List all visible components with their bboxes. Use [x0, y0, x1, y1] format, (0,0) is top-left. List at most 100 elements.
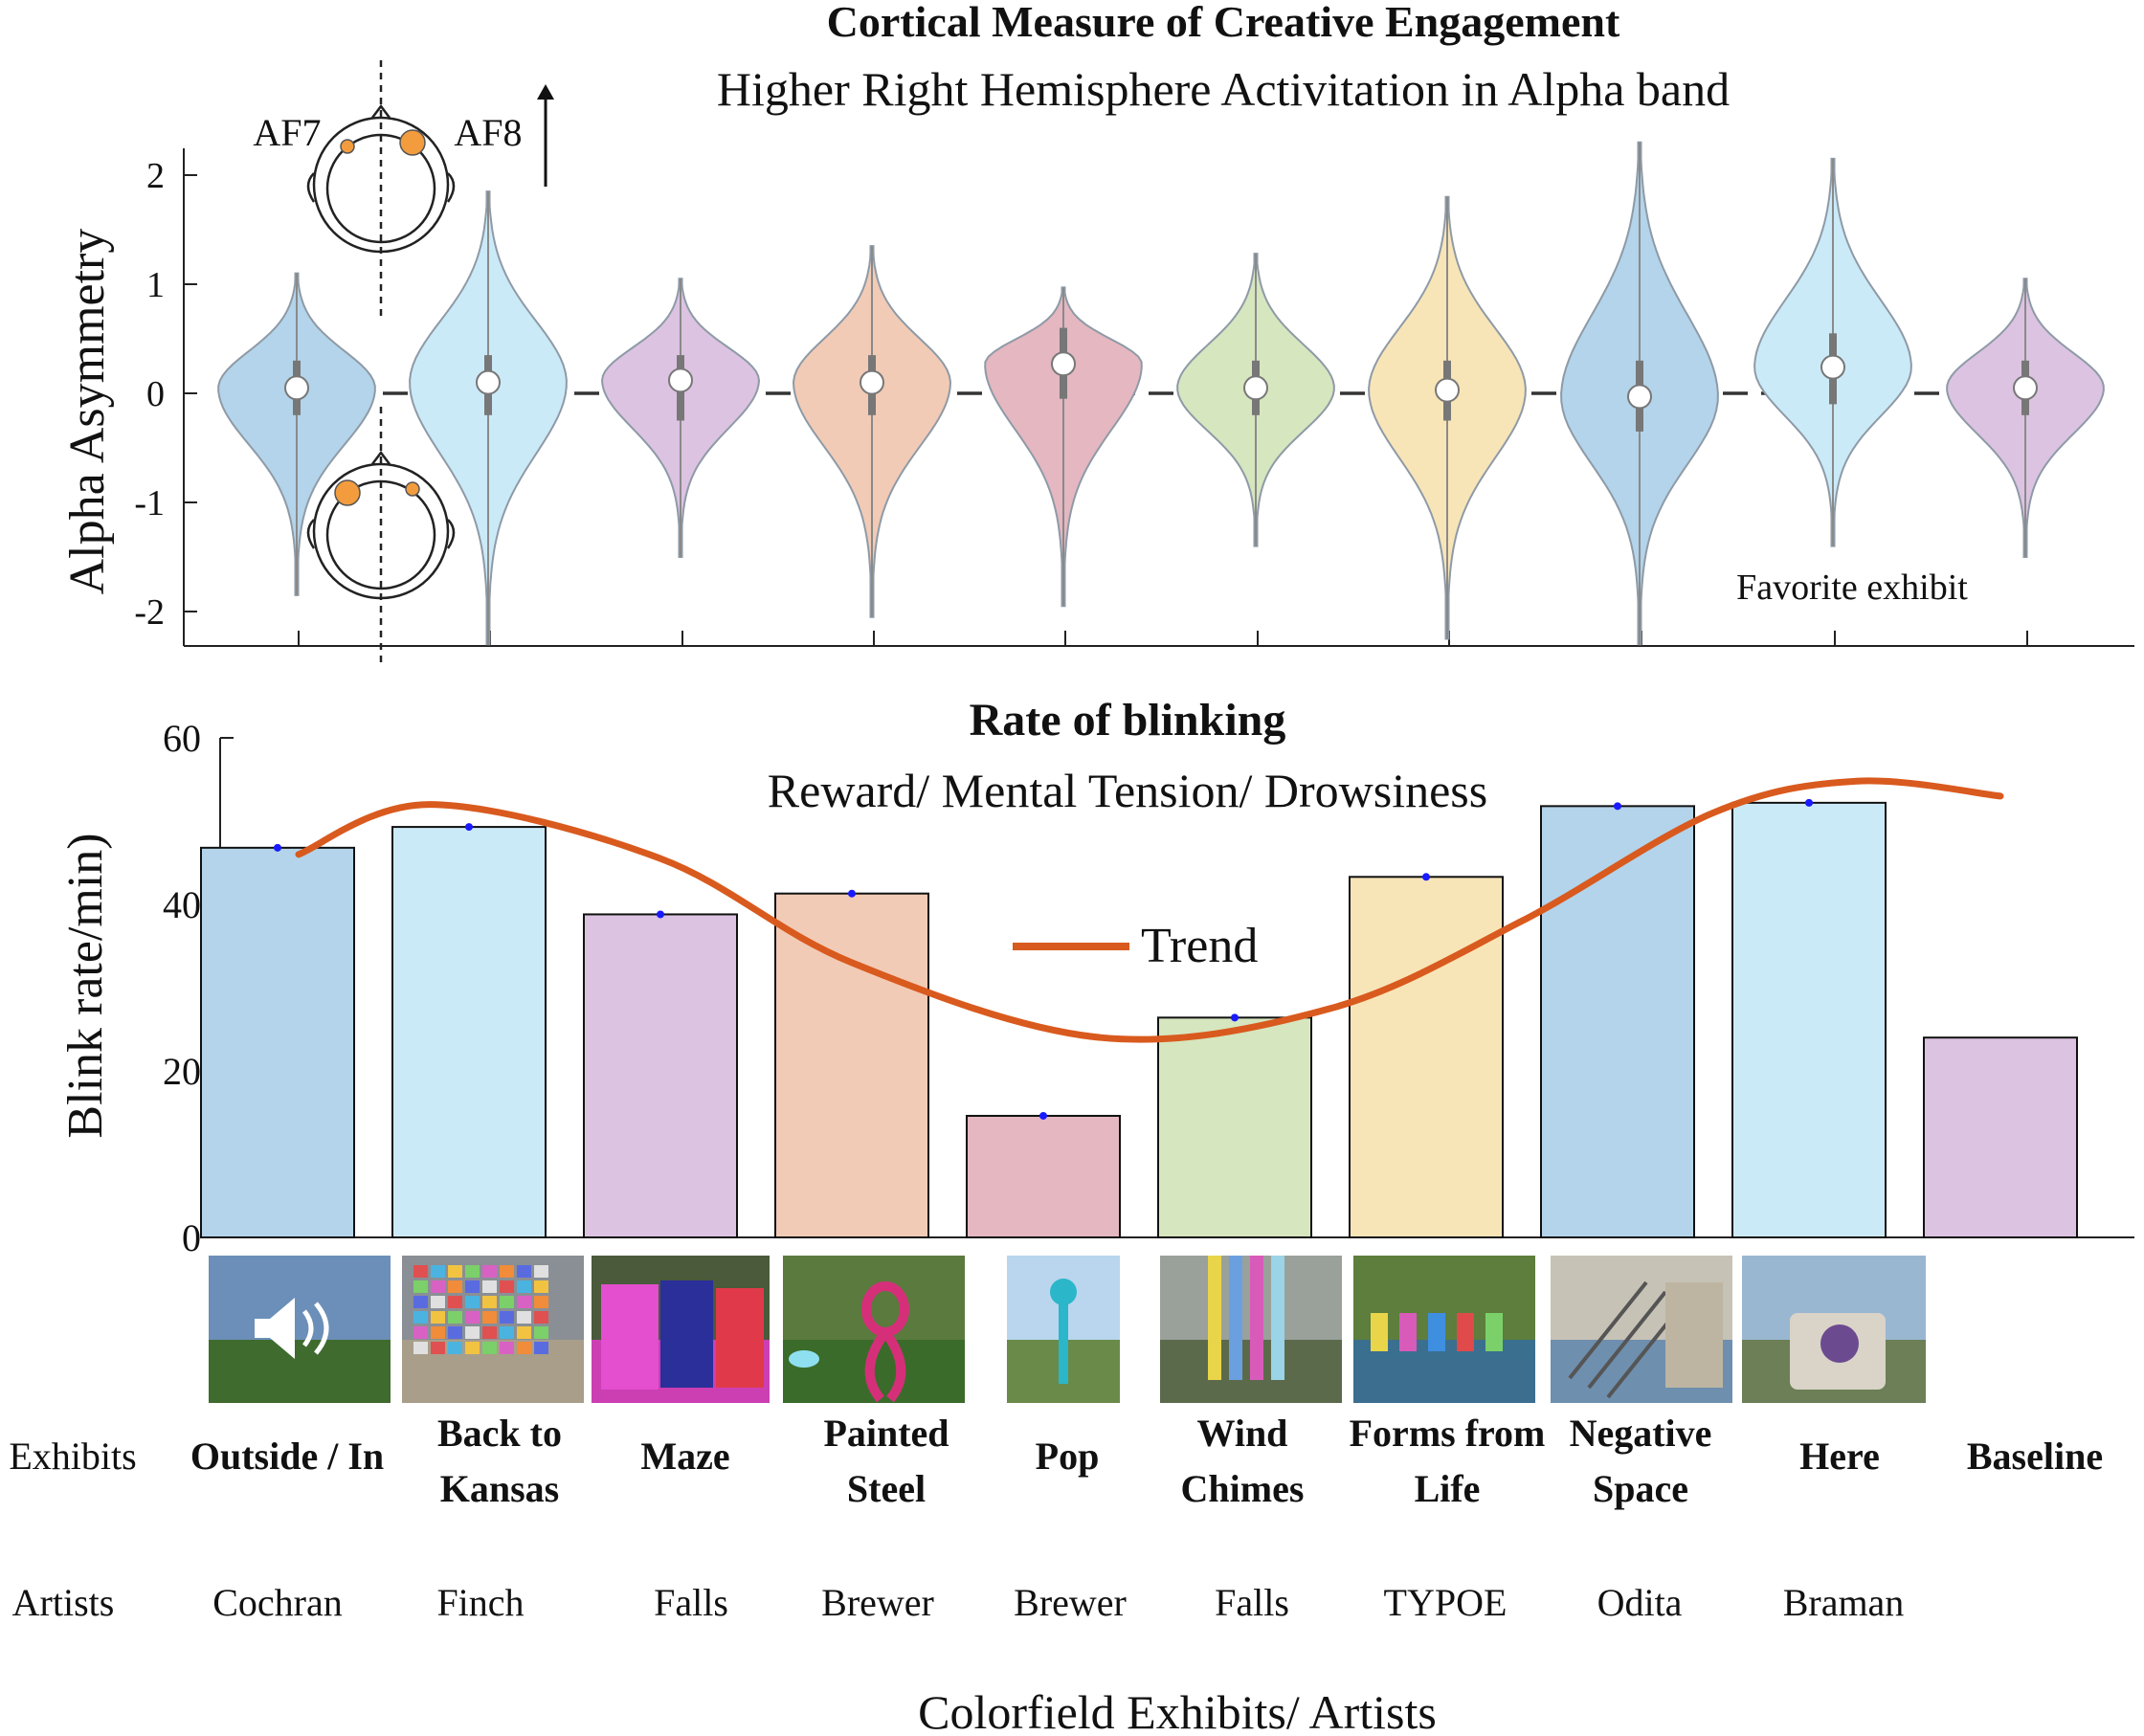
color-tile — [534, 1265, 548, 1278]
exhibit-photo — [783, 1256, 965, 1403]
exhibit-photo — [209, 1256, 391, 1403]
cloud-sculpture — [789, 1350, 819, 1368]
exhibit-name-line: Steel — [847, 1467, 926, 1510]
exhibit-photos — [209, 1256, 1926, 1403]
bar-series — [200, 798, 2078, 1239]
maze-panel-pink — [601, 1284, 659, 1390]
top-subtitle: Higher Right Hemisphere Activitation in … — [717, 62, 1730, 116]
exhibit-name: Maze — [640, 1435, 729, 1478]
color-tile — [534, 1296, 548, 1308]
color-tile — [413, 1296, 428, 1308]
right-ear — [446, 172, 456, 203]
violin-median-marker — [2013, 375, 2038, 401]
color-tile — [465, 1296, 480, 1308]
bottom-title: Rate of blinking — [970, 695, 1286, 746]
color-tile — [448, 1311, 462, 1324]
color-tile — [413, 1342, 428, 1354]
bar-forms-from-life — [1349, 876, 1504, 1238]
bar-outside-in — [200, 846, 355, 1239]
exhibit-photo — [592, 1256, 770, 1403]
artists-row-label: Artists — [12, 1581, 115, 1624]
color-tile — [431, 1296, 445, 1308]
trend-series — [295, 777, 2004, 1043]
color-tile — [482, 1280, 497, 1293]
form-shape — [1485, 1313, 1503, 1351]
artist-name: Falls — [654, 1581, 728, 1624]
nose — [371, 450, 391, 465]
color-tile — [431, 1280, 445, 1293]
y-tick-label: 40 — [163, 883, 201, 926]
color-tile — [465, 1326, 480, 1339]
favorite-exhibit-annotation: Favorite exhibit — [1736, 568, 1968, 608]
sculpture-base — [864, 1329, 906, 1403]
violin-painted-steel — [792, 245, 952, 618]
color-tile — [500, 1342, 514, 1354]
artist-name: Odita — [1597, 1581, 1683, 1624]
bar-painted-steel — [774, 892, 929, 1238]
color-tile — [534, 1326, 548, 1339]
violin-baseline — [1946, 278, 2105, 558]
bar-negative-space — [1540, 805, 1695, 1239]
violin-median-marker — [476, 369, 501, 395]
bar-back-to-kansas — [391, 826, 547, 1239]
here-sculpture-opening — [1820, 1324, 1859, 1363]
exhibit-name-line: Forms from — [1350, 1412, 1546, 1455]
violin-back-to-kansas — [409, 190, 568, 646]
bottom-ylabel: Blink rate/min) — [58, 833, 113, 1138]
violin-series — [217, 141, 2105, 646]
exhibit-name-line: Negative — [1570, 1412, 1712, 1455]
left-ear — [306, 172, 316, 203]
color-tile — [465, 1265, 480, 1278]
violin-median-marker — [1435, 377, 1460, 403]
wind-chime-tube — [1271, 1256, 1284, 1380]
left-ear — [306, 519, 316, 549]
form-shape — [1428, 1313, 1445, 1351]
violin-maze — [600, 278, 761, 558]
reflecting-pool — [1353, 1359, 1535, 1403]
exhibit-name: Pop — [1036, 1435, 1100, 1478]
x-axis-label: Colorfield Exhibits/ Artists — [918, 1685, 1437, 1731]
up-arrow-head — [537, 84, 554, 100]
exhibit-name-line: Space — [1593, 1467, 1688, 1510]
color-tile — [482, 1265, 497, 1278]
color-tile — [482, 1326, 497, 1339]
color-tile — [534, 1280, 548, 1293]
color-tile — [500, 1311, 514, 1324]
color-tile — [431, 1311, 445, 1324]
bar-value-marker — [657, 910, 664, 919]
y-tick-label: 2 — [146, 156, 165, 196]
bar-value-marker — [848, 889, 856, 898]
photo-ground — [209, 1340, 391, 1403]
violin-median-marker — [860, 369, 884, 395]
color-tile — [500, 1280, 514, 1293]
y-tick-label: 20 — [163, 1050, 201, 1093]
head-diagram-right-dominant — [306, 60, 554, 319]
color-tile — [482, 1296, 497, 1308]
violin-negative-space — [1560, 141, 1719, 646]
electrode-af7 — [340, 139, 355, 154]
electrode-af8 — [405, 481, 420, 497]
top-title: Cortical Measure of Creative Engagement — [827, 0, 1620, 46]
exhibit-name-line: Kansas — [440, 1467, 560, 1510]
artist-names: Cochran Finch Falls Brewer Brewer Falls TYPOE O… — [212, 1581, 1904, 1624]
artist-name: Cochran — [212, 1581, 343, 1624]
bar-value-marker — [1231, 1013, 1239, 1022]
exhibit-photo — [1160, 1256, 1342, 1403]
violin-median-marker — [1820, 354, 1845, 380]
exhibit-photo — [1353, 1256, 1535, 1403]
maze-panel-red — [716, 1288, 764, 1388]
exhibit-photo — [1551, 1256, 1732, 1403]
exhibit-name-line: Chimes — [1181, 1467, 1305, 1510]
artist-name: Braman — [1783, 1581, 1905, 1624]
exhibit-name-line: Back to — [437, 1412, 562, 1455]
color-tile — [448, 1296, 462, 1308]
y-tick-label: -1 — [134, 483, 165, 523]
maze-panel-blue — [660, 1280, 713, 1388]
violin-forms-from-life — [1368, 195, 1527, 640]
color-tile — [465, 1342, 480, 1354]
bar-value-marker — [1614, 802, 1621, 811]
form-shape — [1399, 1313, 1417, 1351]
exhibit-name: Outside / In — [190, 1435, 384, 1478]
color-tile — [517, 1311, 531, 1324]
